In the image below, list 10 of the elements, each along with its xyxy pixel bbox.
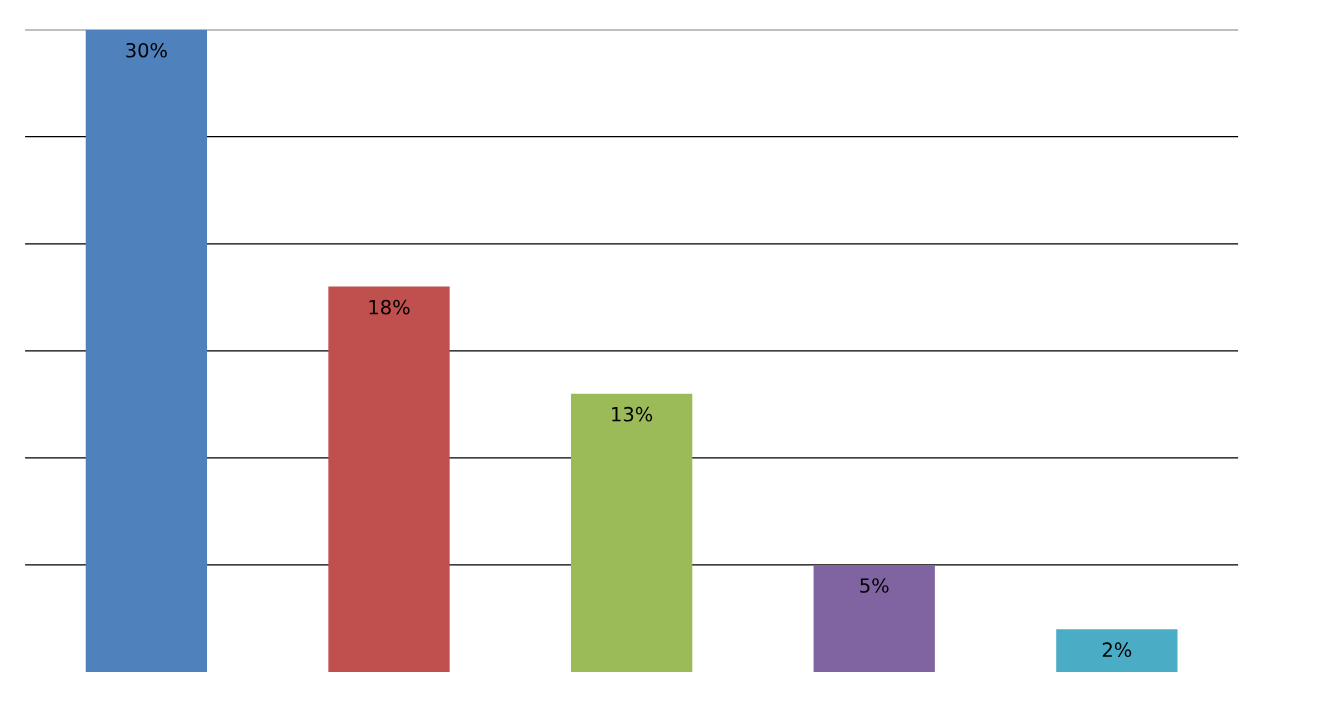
data-label: 2% [1102, 642, 1132, 658]
data-label: 5% [860, 578, 889, 593]
data-label: 13% [612, 406, 653, 422]
bar [570, 393, 693, 672]
bar [1056, 629, 1178, 672]
data-label: 30% [126, 42, 167, 58]
bar [328, 286, 450, 672]
bar [813, 564, 935, 672]
data-label: 18% [369, 299, 410, 315]
bar [85, 29, 208, 672]
